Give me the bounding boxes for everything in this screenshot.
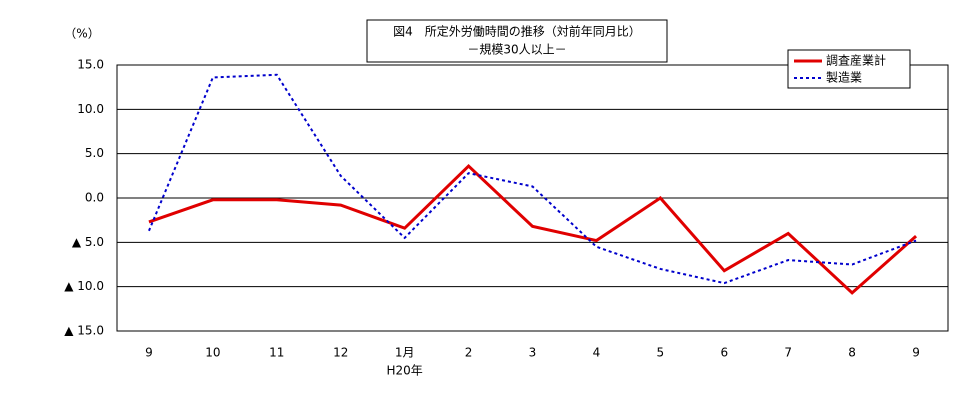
y-tick-label: 15.0	[77, 58, 104, 72]
x-tick-label: 1月	[395, 346, 415, 360]
x-annotation: H20年	[387, 364, 423, 378]
x-tick-label: 6	[720, 346, 728, 360]
chart-subtitle: －規模30人以上－	[467, 42, 566, 57]
x-tick-label: 8	[848, 346, 856, 360]
x-tick-label: 12	[333, 346, 348, 360]
x-tick-label: 2	[465, 346, 473, 360]
x-tick-label: 3	[529, 346, 537, 360]
x-tick-label: 9	[145, 346, 153, 360]
plot-frame	[116, 64, 949, 332]
x-tick-label: 7	[784, 346, 792, 360]
series-line	[148, 164, 918, 295]
y-unit: （%）	[64, 27, 99, 41]
legend-box	[787, 49, 911, 89]
y-tick-label: 10.0	[77, 102, 104, 116]
legend-label: 調査産業計	[826, 53, 886, 68]
chart-title: 図4 所定外労働時間の推移（対前年同月比）	[393, 24, 641, 39]
x-tick-label: 9	[912, 346, 920, 360]
y-tick-label: 0.0	[85, 191, 104, 205]
title-box	[366, 19, 668, 63]
y-tick-label: ▲ 5.0	[72, 235, 104, 249]
x-tick-label: 5	[657, 346, 665, 360]
series-line	[148, 73, 917, 285]
x-tick-label: 4	[593, 346, 601, 360]
y-tick-label: ▲ 10.0	[64, 279, 104, 293]
x-tick-label: 11	[269, 346, 284, 360]
legend-label: 製造業	[826, 71, 862, 85]
y-tick-label: 5.0	[85, 146, 104, 160]
x-tick-label: 10	[205, 346, 220, 360]
y-tick-label: ▲ 15.0	[64, 324, 104, 338]
